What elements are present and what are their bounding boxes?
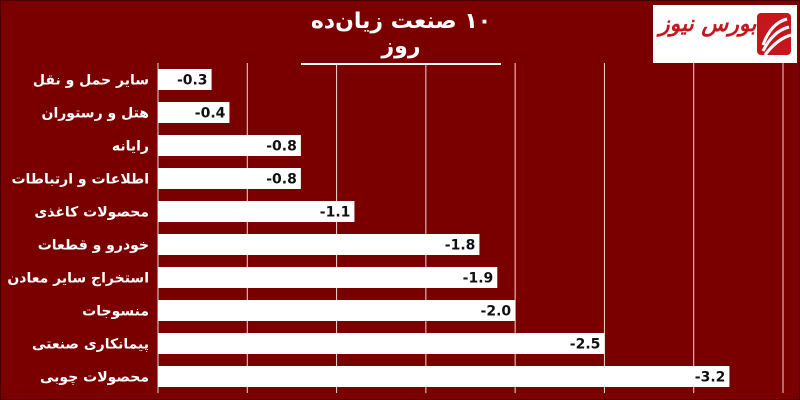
category-label: محصولات کاغذی xyxy=(34,205,149,221)
bar-layer xyxy=(158,69,730,387)
bar xyxy=(158,234,480,255)
value-label: -0.4 xyxy=(195,106,226,122)
bar xyxy=(158,366,730,387)
bar xyxy=(158,168,301,189)
category-label: استخراج سایر معادن xyxy=(7,271,149,287)
label-layer: -0.3 سایر حمل و نقل -0.4 هتل و رستوران -0.8 ر… xyxy=(7,73,725,386)
value-label: -0.3 xyxy=(177,73,208,89)
chart-title: ۱۰ صنعت زیان‌ده روز xyxy=(301,9,501,65)
category-label: پیمانکاری صنعتی xyxy=(32,337,149,353)
value-label: -1.8 xyxy=(445,238,476,254)
category-label: رایانه xyxy=(112,139,149,155)
bar xyxy=(158,102,230,123)
value-label: -0.8 xyxy=(266,172,297,188)
bar xyxy=(158,333,605,354)
value-label: -2.0 xyxy=(481,304,512,320)
value-label: -1.9 xyxy=(463,271,494,287)
bar xyxy=(158,267,498,288)
bar xyxy=(158,300,516,321)
logo-text: بورس نیوز xyxy=(659,11,757,37)
category-label: خودرو و قطعات xyxy=(38,238,149,254)
value-label: -3.2 xyxy=(695,370,726,386)
category-label: منسوجات xyxy=(82,304,149,320)
bar xyxy=(158,69,212,90)
bar xyxy=(158,135,301,156)
category-label: محصولات چوبی xyxy=(40,370,149,386)
bar xyxy=(158,201,355,222)
logo-mark-icon xyxy=(757,13,792,56)
category-label: سایر حمل و نقل xyxy=(33,73,149,89)
value-label: -2.5 xyxy=(570,337,601,353)
category-label: هتل و رستوران xyxy=(42,106,150,122)
category-label: اطلاعات و ارتباطات xyxy=(11,172,149,188)
value-label: -1.1 xyxy=(320,205,351,221)
logo: بورس نیوز xyxy=(653,5,797,63)
value-label: -0.8 xyxy=(266,139,297,155)
